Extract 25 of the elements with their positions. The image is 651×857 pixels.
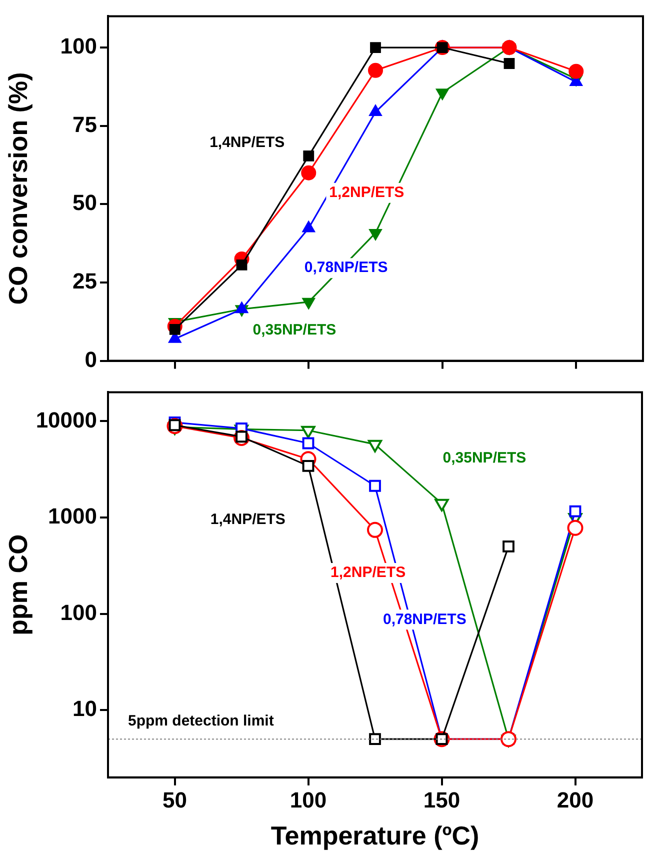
series-label: 0,35NP/ETS xyxy=(252,322,336,339)
y-tick-label: 100 xyxy=(60,600,97,625)
series-label: 1,4NP/ETS xyxy=(210,134,285,151)
x-axis-title: Temperature (ºC) xyxy=(270,820,480,851)
series-label: 1,2NP/ETS xyxy=(329,184,404,202)
x-tick-label: 150 xyxy=(423,788,460,813)
x-tick-label: 200 xyxy=(556,788,594,813)
y-tick-label: 0 xyxy=(84,346,97,372)
x-tick-label: 100 xyxy=(290,788,327,813)
y-tick-label: 50 xyxy=(72,190,97,216)
y-tick-label: 25 xyxy=(72,268,97,294)
y-tick-label: 1000 xyxy=(48,504,97,529)
y-axis-title: CO conversion (%) xyxy=(2,72,33,305)
y-tick-label: 10000 xyxy=(36,407,97,432)
series-label: 0,35NP/ETS xyxy=(442,450,526,467)
y-tick-label: 75 xyxy=(72,112,97,137)
series-label: 0,78NP/ETS xyxy=(304,259,388,276)
series-label: 1,2NP/ETS xyxy=(330,564,406,582)
y-tick-label: 10 xyxy=(72,696,97,722)
y-axis-title: ppm CO xyxy=(2,534,33,636)
y-tick-label: 100 xyxy=(60,34,97,59)
ref-line-label: 5ppm detection limit xyxy=(128,712,274,730)
text: 1,4NP/ETS xyxy=(210,511,286,528)
x-tick-label: 50 xyxy=(162,788,187,813)
series-label: 0,78NP/ETS xyxy=(382,610,466,628)
